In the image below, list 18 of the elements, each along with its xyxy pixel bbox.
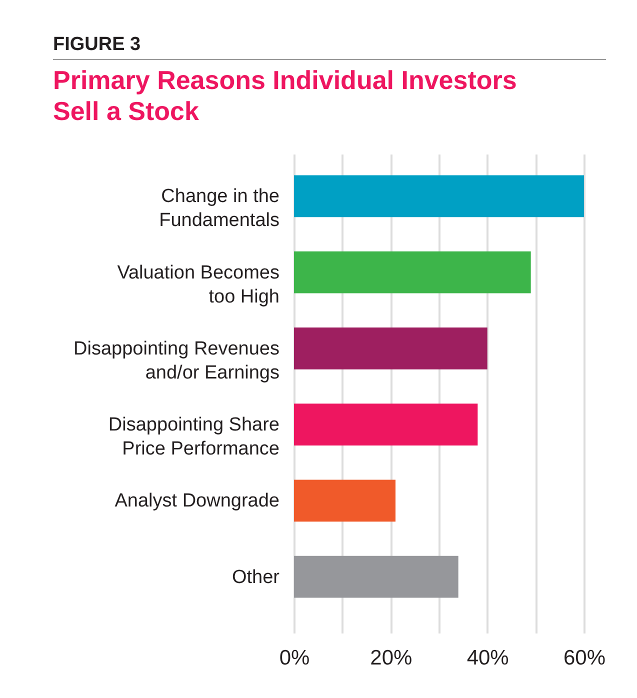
bar (294, 328, 488, 370)
caption: FIGURE 3 (53, 34, 142, 57)
x-tick-label: 0% (279, 646, 310, 670)
chart-title: Primary Reasons Individual Investors Sell a Stock (53, 65, 518, 127)
y-tick-label: Analyst Downgrade (114, 490, 280, 512)
y-tick-label: Disappointing Revenues and/or Earnings (74, 338, 280, 384)
bar (294, 480, 396, 522)
y-tick-label: Disappointing Share Price Performance (108, 414, 280, 460)
y-tick-label: Other (232, 566, 280, 588)
y-tick-label: Change in the Fundamentals (159, 186, 280, 232)
x-tick-label: 60% (563, 646, 606, 670)
bar (294, 556, 458, 598)
bar (294, 404, 478, 446)
bar (294, 251, 531, 294)
x-tick-label: 40% (466, 646, 509, 670)
bar (294, 175, 584, 218)
x-tick-label: 20% (370, 646, 412, 670)
y-tick-label: Valuation Becomes too High (117, 262, 280, 308)
